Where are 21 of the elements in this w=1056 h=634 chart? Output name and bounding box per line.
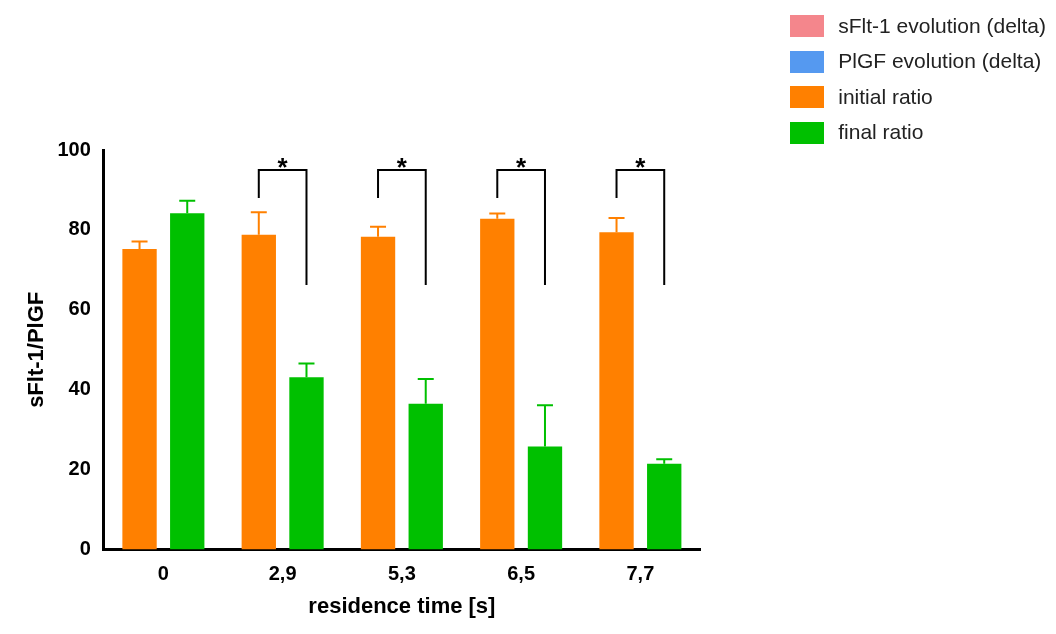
annotation: * [277, 152, 289, 183]
x-tick-label: 0 [157, 562, 169, 585]
annotation: * [635, 152, 647, 183]
annotation: * [396, 152, 408, 183]
x-tick-label: 7,7 [626, 562, 655, 585]
y-tick-label: 0 [79, 537, 91, 560]
legend-label: initial ratio [838, 85, 933, 109]
x-tick-label: 2,9 [268, 562, 297, 585]
annotation: * [516, 152, 528, 183]
legend-label: PlGF evolution (delta) [838, 49, 1042, 73]
y-tick-label: 60 [68, 297, 91, 320]
y-tick-label: 100 [57, 137, 91, 160]
legend-label: sFlt-1 evolution (delta) [838, 14, 1046, 38]
y-tick-label: 80 [68, 217, 91, 240]
x-axis-title: residence time [s] [308, 592, 496, 618]
y-tick-label: 20 [68, 457, 91, 480]
y-axis-title: sFlt-1/PlGF [23, 291, 49, 408]
legend-label: final ratio [838, 120, 924, 144]
y-tick-label: 40 [68, 377, 91, 400]
x-tick-label: 5,3 [387, 562, 416, 585]
x-tick-label: 6,5 [507, 562, 536, 585]
